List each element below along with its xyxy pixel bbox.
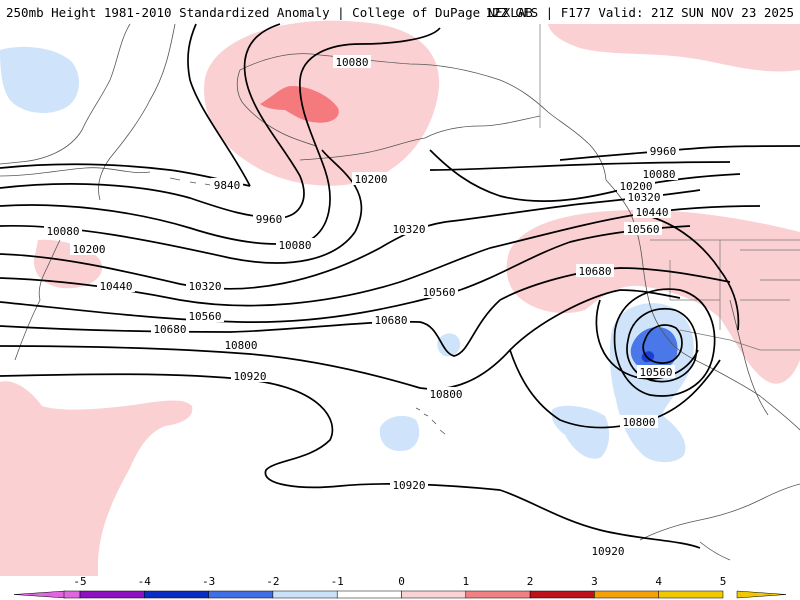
svg-text:10920: 10920 [591, 545, 624, 558]
legend-segment [594, 590, 659, 599]
legend-tick-label: -4 [138, 575, 152, 588]
svg-text:10680: 10680 [153, 323, 186, 336]
label-10680-mid: 10680 [372, 313, 410, 327]
svg-text:9840: 9840 [214, 179, 241, 192]
label-10800-mid: 10800 [427, 387, 465, 401]
legend-segment [79, 590, 145, 599]
svg-text:10800: 10800 [429, 388, 462, 401]
svg-text:10560: 10560 [188, 310, 221, 323]
svg-text:10560: 10560 [626, 223, 659, 236]
contour-labels: 9840 9960 9960 10080 10080 10080 10080 1… [44, 55, 679, 558]
map-area: 9840 9960 9960 10080 10080 10080 10080 1… [0, 20, 800, 576]
label-10800-east: 10800 [620, 415, 658, 429]
svg-text:10200: 10200 [619, 180, 652, 193]
label-10560: 10560 [186, 309, 224, 323]
svg-text:10320: 10320 [188, 280, 221, 293]
anomaly-shading [0, 20, 800, 576]
coastlines [0, 23, 800, 561]
label-10440: 10440 [97, 279, 135, 293]
label-10080: 10080 [276, 238, 314, 252]
legend-tick-label: 1 [462, 575, 469, 588]
label-10200-west: 10200 [70, 242, 108, 256]
label-10200-east: 10200 [617, 179, 655, 193]
svg-text:10440: 10440 [99, 280, 132, 293]
svg-text:10080: 10080 [335, 56, 368, 69]
label-10920-east: 10920 [589, 544, 627, 558]
label-10680: 10680 [151, 322, 189, 336]
label-10080-west: 10080 [44, 224, 82, 238]
label-10560-low: 10560 [637, 365, 675, 379]
legend-tick-label: -2 [266, 575, 279, 588]
run-valid-time: 12Z GFS | F177 Valid: 21Z SUN NOV 23 202… [485, 5, 794, 20]
svg-text:10800: 10800 [622, 416, 655, 429]
label-10200: 10200 [352, 172, 390, 186]
legend-ticks: -5 -4 -3 -2 -1 0 1 2 3 4 5 [73, 575, 726, 588]
label-9960-east: 9960 [647, 144, 679, 158]
svg-text:10200: 10200 [354, 173, 387, 186]
legend-tick-label: 2 [527, 575, 534, 588]
svg-text:10320: 10320 [392, 223, 425, 236]
label-10080-north: 10080 [333, 55, 371, 69]
map-title: 250mb Height 1981-2010 Standardized Anom… [6, 5, 533, 20]
legend-segment [336, 590, 402, 599]
legend-tick-label: -3 [202, 575, 215, 588]
svg-text:10560: 10560 [639, 366, 672, 379]
legend-segment [529, 590, 595, 599]
legend-segment [465, 590, 531, 599]
legend-segment [272, 590, 338, 599]
svg-text:10320: 10320 [627, 191, 660, 204]
label-9840: 9840 [211, 178, 243, 192]
svg-text:10680: 10680 [374, 314, 407, 327]
svg-text:10920: 10920 [233, 370, 266, 383]
svg-text:10200: 10200 [72, 243, 105, 256]
label-10440-east: 10440 [633, 205, 671, 219]
label-10560-mid: 10560 [420, 285, 458, 299]
label-10920: 10920 [231, 369, 269, 383]
svg-text:10440: 10440 [635, 206, 668, 219]
legend-tick-label: 3 [591, 575, 598, 588]
svg-text:10560: 10560 [422, 286, 455, 299]
svg-text:10800: 10800 [224, 339, 257, 352]
legend-tick-label: 0 [398, 575, 405, 588]
label-10680-east: 10680 [576, 264, 614, 278]
svg-text:10080: 10080 [278, 239, 311, 252]
legend-segment [144, 590, 209, 599]
legend-segment [401, 590, 467, 599]
legend-tick-label: 5 [720, 575, 727, 588]
svg-text:9960: 9960 [650, 145, 677, 158]
label-10080-east: 10080 [640, 167, 678, 181]
label-10320: 10320 [390, 222, 428, 236]
color-legend: -5 -4 -3 -2 -1 0 1 2 3 4 5 [13, 575, 787, 599]
label-10920-mid: 10920 [390, 478, 428, 492]
label-10560-east: 10560 [624, 222, 662, 236]
legend-arrow-left [13, 590, 66, 599]
legend-segment [658, 590, 724, 599]
legend-bar [13, 590, 787, 599]
label-10320-west: 10320 [186, 279, 224, 293]
legend-segment [208, 590, 274, 599]
legend-tick-label: -5 [73, 575, 86, 588]
svg-text:9960: 9960 [256, 213, 283, 226]
svg-text:10080: 10080 [46, 225, 79, 238]
political-boundaries [539, 24, 800, 351]
label-10320-east: 10320 [625, 190, 663, 204]
label-10800: 10800 [222, 338, 260, 352]
legend-arrow-right [736, 590, 787, 599]
map-header: 250mb Height 1981-2010 Standardized Anom… [6, 5, 794, 20]
legend-tick-label: 4 [655, 575, 662, 588]
svg-text:10080: 10080 [642, 168, 675, 181]
legend-tick-label: -1 [331, 575, 344, 588]
label-9960: 9960 [253, 212, 285, 226]
legend-segment [63, 590, 81, 599]
svg-text:10680: 10680 [578, 265, 611, 278]
svg-text:10920: 10920 [392, 479, 425, 492]
